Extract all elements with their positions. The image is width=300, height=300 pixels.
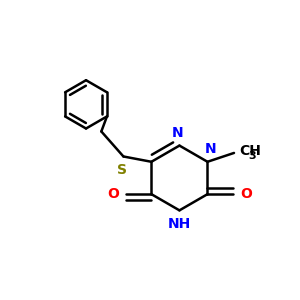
Text: S: S	[117, 163, 127, 177]
Text: O: O	[240, 187, 252, 201]
Text: N: N	[172, 126, 184, 140]
Text: N: N	[205, 142, 217, 157]
Text: 3: 3	[248, 151, 256, 161]
Text: NH: NH	[168, 217, 191, 231]
Text: O: O	[107, 187, 119, 201]
Text: CH: CH	[239, 144, 261, 158]
